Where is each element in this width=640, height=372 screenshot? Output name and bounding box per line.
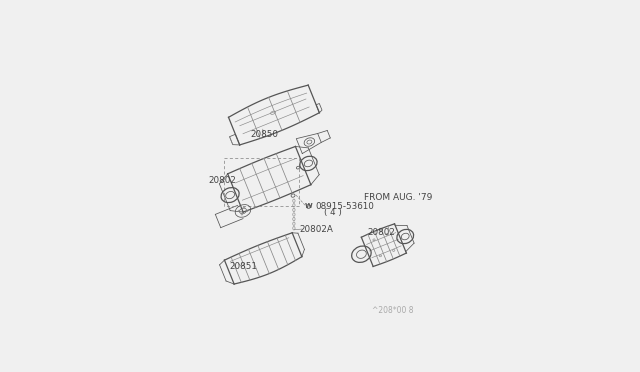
Text: 20851: 20851 [229,262,257,271]
Text: 20802A: 20802A [300,225,333,234]
Text: 20802: 20802 [367,228,396,237]
Text: W: W [305,203,312,209]
Text: 08915-53610: 08915-53610 [315,202,374,211]
Text: ( 4 ): ( 4 ) [324,208,342,217]
Text: 20850: 20850 [250,130,278,140]
Text: FROM AUG. '79: FROM AUG. '79 [364,193,432,202]
Text: ^208*00 8: ^208*00 8 [372,306,414,315]
Text: 20802: 20802 [209,176,236,185]
